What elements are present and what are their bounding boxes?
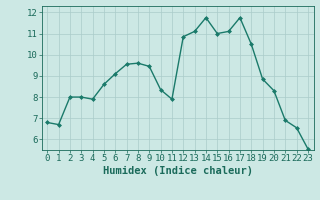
X-axis label: Humidex (Indice chaleur): Humidex (Indice chaleur)	[103, 166, 252, 176]
